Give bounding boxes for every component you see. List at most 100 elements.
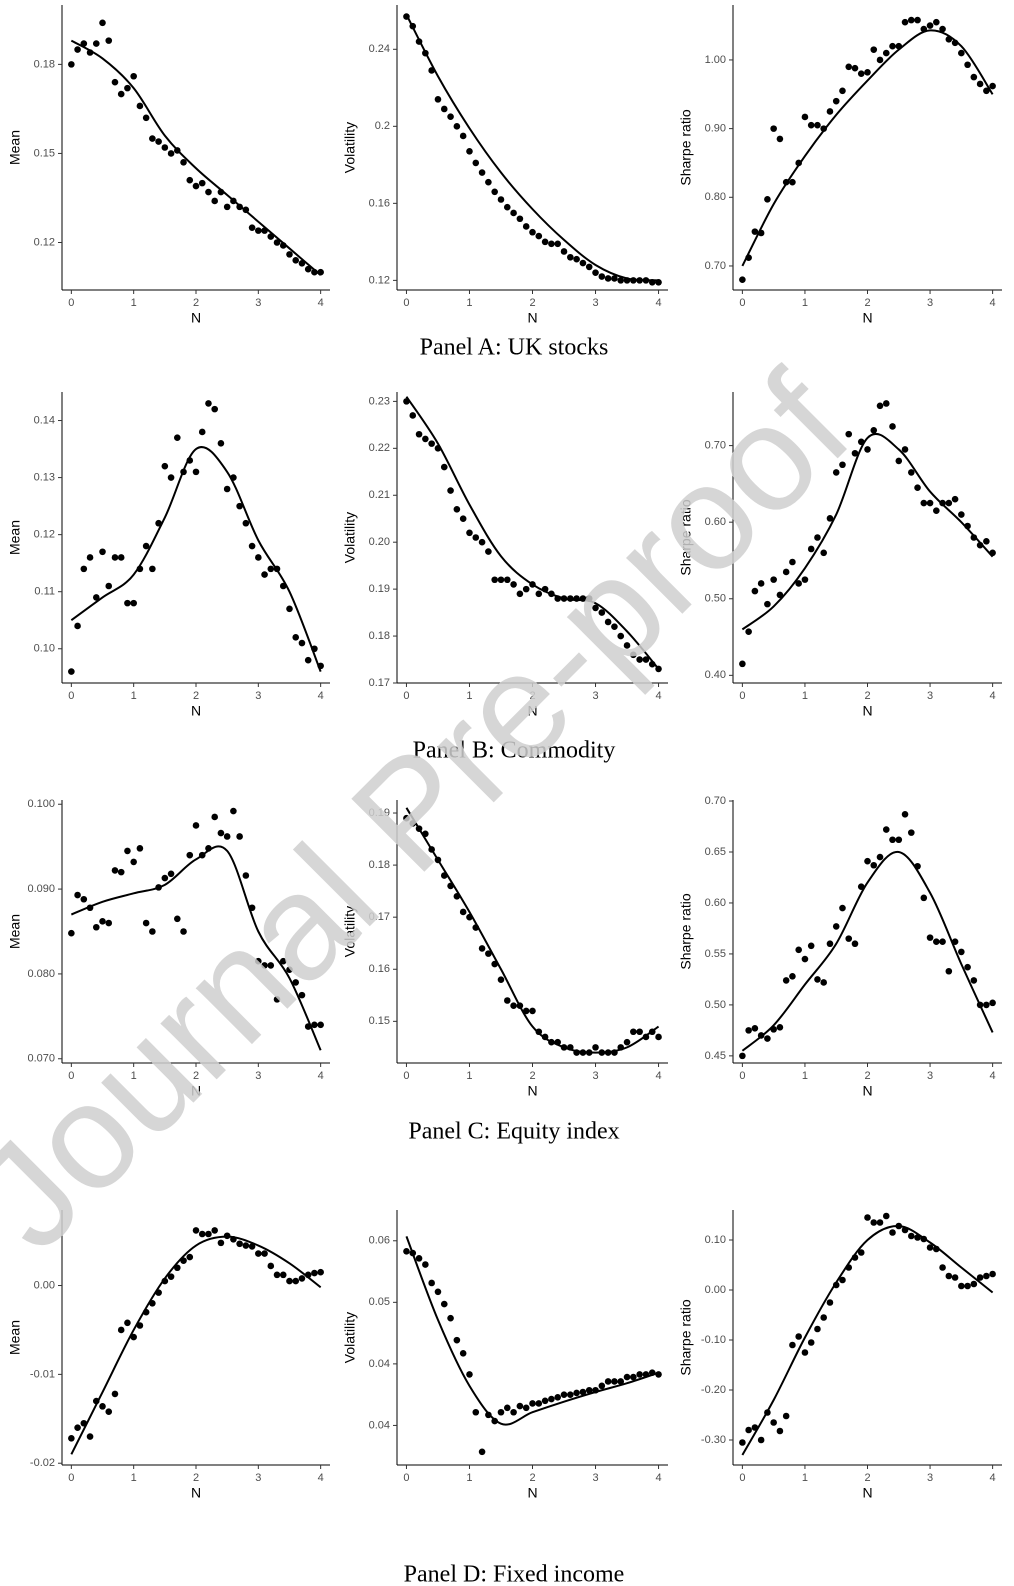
x-tick-label: 1: [131, 690, 137, 702]
y-tick-label: 0.070: [27, 1053, 55, 1065]
point: [757, 1436, 765, 1444]
point: [403, 1248, 410, 1255]
x-tick-label: 4: [318, 690, 324, 702]
point: [907, 469, 915, 476]
point: [99, 1403, 106, 1410]
x-axis-title: N: [527, 703, 537, 719]
point: [914, 16, 921, 24]
point: [782, 977, 790, 984]
point: [117, 90, 125, 98]
point: [267, 565, 275, 573]
point: [870, 46, 878, 53]
point: [764, 600, 771, 608]
point: [478, 1448, 486, 1456]
point: [604, 1378, 612, 1385]
point: [630, 1028, 637, 1036]
point: [440, 463, 448, 471]
point: [198, 428, 206, 436]
fit-line: [70, 39, 322, 276]
x-tick-label: 4: [990, 1070, 996, 1082]
y-tick-label: 0.10: [34, 643, 55, 655]
point: [92, 594, 100, 601]
point: [739, 1439, 746, 1446]
fit-line: [741, 29, 994, 267]
x-tick-label: 2: [864, 1472, 870, 1484]
x-tick-label: 4: [990, 1472, 996, 1484]
point: [617, 632, 625, 640]
point: [882, 400, 890, 407]
point: [636, 1371, 643, 1378]
point: [598, 609, 606, 616]
point: [68, 61, 75, 68]
point: [130, 858, 137, 866]
point: [951, 1274, 959, 1281]
point: [776, 135, 784, 143]
y-axis-title: Mean: [7, 914, 23, 949]
point: [273, 996, 281, 1003]
point: [623, 1038, 631, 1046]
fit-line: [741, 850, 994, 1052]
y-tick-label: 0.18: [369, 859, 390, 871]
point: [933, 18, 940, 26]
point: [739, 1052, 746, 1060]
point: [510, 209, 517, 217]
point: [428, 1279, 435, 1287]
point: [611, 623, 618, 630]
point: [541, 238, 549, 246]
point: [926, 22, 934, 29]
y-tick-label: 0.90: [705, 123, 726, 135]
point: [757, 580, 765, 587]
point: [567, 253, 574, 261]
fit-line: [70, 1235, 322, 1455]
point: [279, 957, 287, 965]
x-tick-label: 4: [318, 297, 324, 309]
point: [124, 84, 131, 92]
point: [167, 150, 175, 157]
point: [92, 923, 100, 931]
point: [939, 1264, 946, 1271]
y-axis-title: Volatility: [342, 1312, 358, 1363]
point: [895, 836, 903, 844]
x-tick-label: 2: [864, 690, 870, 702]
point: [801, 955, 809, 963]
point: [167, 474, 175, 481]
x-tick-label: 1: [466, 1472, 472, 1484]
point: [105, 919, 113, 927]
y-tick-label: 0.45: [705, 1050, 726, 1062]
panel-chart: 0.15 0.16 0.17 0.18 0.19 0 1 2 3 4 N Volatility: [342, 800, 668, 1099]
point: [491, 576, 498, 584]
point: [192, 468, 200, 476]
point: [529, 1400, 536, 1407]
x-tick-label: 3: [592, 1472, 598, 1484]
point: [889, 836, 896, 844]
y-tick-label: 0.17: [369, 911, 390, 923]
point: [124, 1319, 131, 1327]
panel-chart: 0.17 0.18 0.19 0.20 0.21 0.22 0.23 0 1 2 3 4 N Volati…: [342, 392, 668, 719]
point: [592, 1044, 599, 1051]
x-tick-label: 4: [318, 1070, 324, 1082]
point: [801, 113, 809, 121]
y-tick-label: 0.16: [369, 197, 390, 209]
x-tick-label: 4: [655, 1070, 661, 1082]
x-tick-label: 1: [802, 690, 808, 702]
x-tick-label: 3: [255, 1472, 261, 1484]
point: [958, 1282, 965, 1290]
y-tick-label: 0.10: [705, 1234, 726, 1246]
y-tick-label: 0.080: [27, 968, 55, 980]
point: [535, 590, 543, 598]
point: [926, 934, 934, 941]
point: [764, 1035, 771, 1042]
point: [535, 1400, 543, 1407]
x-tick-label: 0: [403, 690, 409, 702]
point: [983, 87, 990, 95]
y-tick-label: 0.11: [34, 586, 55, 598]
panel-caption: Panel C: Equity index: [408, 1119, 619, 1145]
point: [951, 495, 959, 503]
point: [304, 656, 312, 664]
point: [535, 232, 543, 240]
point: [409, 412, 417, 419]
point: [155, 138, 162, 145]
point: [789, 558, 796, 566]
point: [751, 1025, 759, 1032]
